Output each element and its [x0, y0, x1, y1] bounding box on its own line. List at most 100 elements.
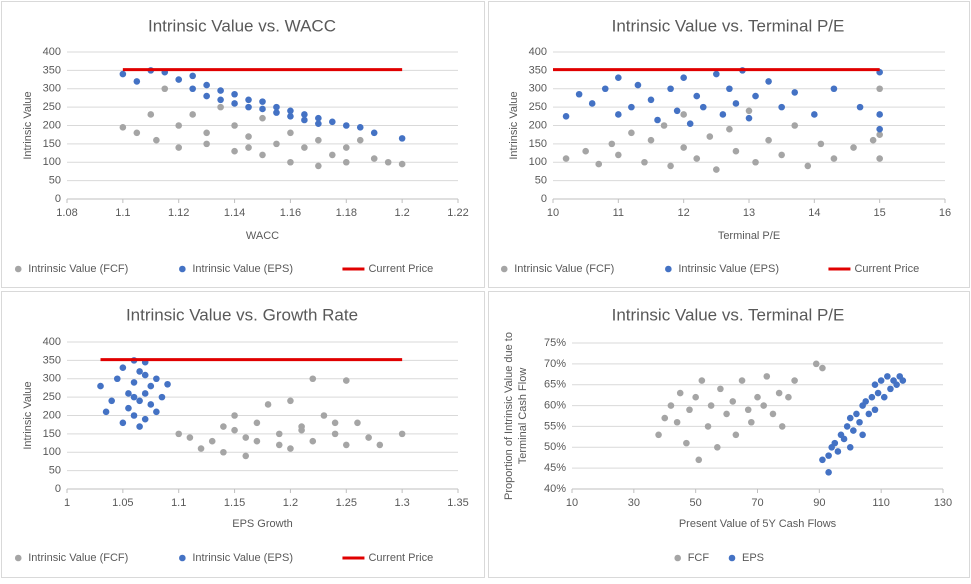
point [161, 85, 169, 93]
y-tick-label: 350 [43, 354, 61, 366]
point [686, 120, 694, 127]
point [136, 397, 143, 405]
y-tick-label: 250 [43, 101, 61, 113]
point [259, 114, 266, 122]
point [189, 72, 196, 80]
point [667, 162, 674, 170]
point [242, 452, 250, 460]
point [259, 98, 266, 105]
point [615, 74, 622, 82]
point [309, 437, 317, 445]
point [707, 402, 715, 409]
point [899, 377, 907, 384]
y-tick-label: 50 [49, 175, 61, 187]
point [253, 419, 261, 427]
panel [1, 291, 485, 578]
point [683, 439, 690, 447]
legend-label: Current Price [854, 263, 919, 275]
y-tick-label: 200 [529, 119, 547, 131]
y-tick-label: 300 [529, 83, 547, 95]
point [147, 401, 155, 408]
point [342, 441, 350, 449]
point [125, 390, 132, 397]
point [811, 111, 818, 118]
point [595, 160, 603, 168]
point [850, 144, 857, 151]
y-tick-label: 60% [544, 399, 566, 411]
x-tick-label: 14 [808, 207, 820, 219]
point [775, 389, 783, 397]
legend-label: Intrinsic Value (EPS) [678, 263, 779, 275]
x-axis-label: WACC [246, 230, 279, 242]
point [676, 389, 684, 397]
chart-title: Intrinsic Value vs. WACC [148, 16, 336, 35]
point [732, 100, 740, 107]
point [667, 402, 675, 409]
y-axis-label: Intrinsic Value [22, 91, 34, 159]
point [791, 89, 799, 96]
point [245, 96, 252, 104]
x-tick-label: 1.1 [171, 497, 186, 509]
point [693, 155, 701, 162]
point [273, 109, 280, 116]
point [329, 118, 336, 126]
point [119, 70, 127, 78]
point [315, 162, 322, 170]
point [141, 415, 149, 423]
x-tick-label: 1.14 [224, 207, 245, 219]
y-tick-label: 40% [544, 483, 566, 495]
point [153, 408, 160, 416]
point [130, 412, 138, 419]
point [287, 113, 294, 120]
point [242, 434, 250, 441]
point [287, 158, 294, 166]
point [356, 136, 364, 144]
point [647, 136, 655, 144]
point [301, 111, 308, 118]
point [785, 393, 792, 401]
point [562, 113, 570, 120]
point [608, 140, 616, 148]
point [231, 147, 238, 155]
point [575, 90, 583, 98]
point [693, 92, 701, 100]
legend-swatch [500, 265, 508, 273]
point [732, 431, 740, 439]
point [320, 412, 328, 419]
point [871, 381, 879, 389]
y-tick-label: 350 [43, 64, 61, 76]
x-tick-label: 16 [939, 207, 951, 219]
point [301, 144, 308, 151]
point [804, 162, 812, 170]
point [384, 158, 392, 166]
point [791, 122, 799, 129]
point [197, 445, 205, 452]
point [765, 78, 772, 85]
x-tick-label: 70 [751, 497, 763, 509]
point [699, 103, 707, 111]
y-tick-label: 0 [55, 483, 61, 495]
point [876, 85, 883, 93]
y-tick-label: 100 [43, 156, 61, 168]
point [729, 398, 737, 405]
legend-label: Intrinsic Value (FCF) [28, 263, 128, 275]
panel [488, 1, 970, 288]
point [175, 122, 183, 129]
point [765, 136, 772, 144]
legend-swatch [728, 554, 736, 562]
point [275, 430, 283, 438]
panel [1, 1, 485, 288]
y-axis-label: Intrinsic Value [508, 91, 520, 159]
point [301, 116, 308, 124]
point [840, 435, 848, 443]
point [654, 116, 661, 124]
point [259, 105, 266, 113]
x-tick-label: 1.18 [336, 207, 357, 219]
point [660, 122, 668, 129]
point [880, 393, 888, 401]
y-tick-label: 75% [544, 337, 566, 349]
point [298, 426, 305, 434]
y-tick-label: 250 [529, 101, 547, 113]
point [884, 373, 891, 380]
point [376, 441, 384, 449]
